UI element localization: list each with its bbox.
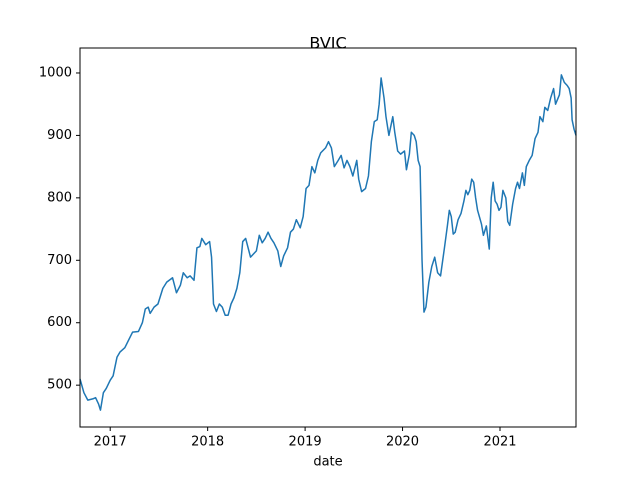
- x-tick-label: 2021: [483, 435, 516, 450]
- y-tick-label: 900: [47, 128, 72, 143]
- chart-title: BVIC: [309, 34, 346, 53]
- x-tick-label: 2017: [94, 435, 127, 450]
- y-tick-label: 1000: [39, 65, 72, 80]
- y-tick-label: 500: [47, 378, 72, 393]
- data-line: [79, 74, 577, 411]
- y-tick-label: 700: [47, 253, 72, 268]
- x-tick-label: 2020: [386, 435, 419, 450]
- x-axis-label: date: [313, 455, 342, 470]
- y-tick-label: 800: [47, 190, 72, 205]
- y-tick-label: 600: [47, 315, 72, 330]
- x-tick-label: 2018: [191, 435, 224, 450]
- x-tick-label: 2019: [289, 435, 322, 450]
- plot-frame: [79, 47, 577, 428]
